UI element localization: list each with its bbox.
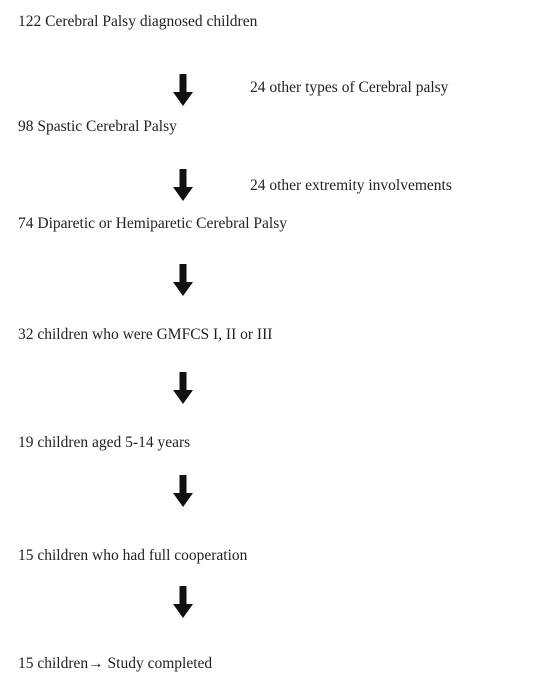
step: 15 children→ Study completed xyxy=(18,655,213,672)
step: 19 children aged 5-14 years xyxy=(18,434,191,451)
step: 98 Spastic Cerebral Palsy xyxy=(18,118,177,135)
down-arrow xyxy=(173,372,193,404)
down-arrow xyxy=(173,475,193,507)
step: 32 children who were GMFCS I, II or III xyxy=(18,326,273,343)
step: 122 Cerebral Palsy diagnosed children xyxy=(18,13,258,30)
exclusion-note: 24 other types of Cerebral palsy xyxy=(250,79,449,96)
down-arrow xyxy=(173,264,193,296)
down-arrow xyxy=(173,586,193,618)
step: 74 Diparetic or Hemiparetic Cerebral Pal… xyxy=(18,215,287,232)
down-arrow xyxy=(173,169,193,201)
step: 15 children who had full cooperation xyxy=(18,547,248,564)
down-arrow xyxy=(173,74,193,106)
exclusion-note: 24 other extremity involvements xyxy=(250,177,452,194)
